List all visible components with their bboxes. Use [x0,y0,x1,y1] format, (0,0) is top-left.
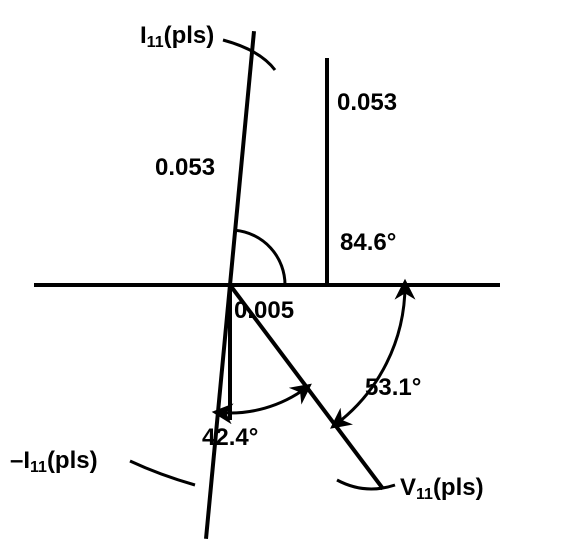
leader-negI11 [130,461,195,485]
label-I11: I11(pls) [140,22,214,51]
arc-53-1 [335,285,405,425]
label-ang_846: 84.6° [340,229,396,256]
label-ang_531: 53.1° [365,374,421,401]
arc-84-6 [235,230,285,285]
label-ang_424: 42.4° [202,424,258,451]
label-V11: V11(pls) [400,474,484,503]
label-len_hyp: 0.053 [155,154,215,181]
label-negI11: –I11(pls) [10,447,98,476]
phasor-diagram: I11(pls) –I11(pls) V11(pls) 0.053 0.053 0.005… [0,0,581,559]
label-len_side: 0.053 [337,89,397,116]
leader-V11 [337,480,395,489]
label-base: 0.005 [234,297,294,324]
vector-I11 [230,31,254,285]
